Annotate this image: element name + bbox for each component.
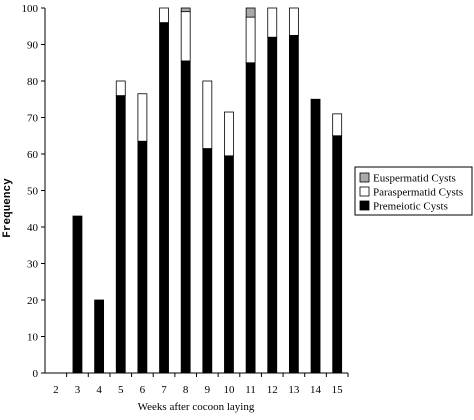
x-axis-title: Weeks after cocoon laying — [138, 401, 255, 413]
x-tick-label: 8 — [183, 384, 189, 396]
y-tick-label: 40 — [27, 222, 39, 234]
y-tick-label: 10 — [27, 332, 39, 344]
bar-segment — [72, 215, 83, 374]
legend-label: Premeiotic Cysts — [373, 201, 448, 213]
x-tick-label: 5 — [118, 384, 124, 396]
bar-segment — [202, 148, 213, 374]
x-tick-label: 3 — [75, 384, 81, 396]
x-tick-label: 2 — [53, 384, 59, 396]
bar-segment — [159, 22, 169, 374]
x-tick-label: 13 — [288, 384, 300, 396]
legend-swatch — [359, 200, 370, 211]
bar-segment — [180, 7, 191, 13]
x-tick-label: 12 — [267, 384, 278, 396]
bar-segment — [180, 60, 191, 374]
y-tick-label: 100 — [22, 3, 39, 15]
x-tick-label: 15 — [332, 384, 344, 396]
y-tick-label: 20 — [27, 295, 39, 307]
bar-segment — [245, 16, 256, 64]
y-tick-label: 70 — [27, 113, 39, 125]
bar-segment — [224, 155, 234, 374]
x-tick-label: 7 — [161, 384, 167, 396]
x-tick-label: 14 — [310, 384, 322, 396]
bar-segment — [245, 62, 256, 374]
bar-segment — [288, 34, 299, 374]
bar-segment — [332, 135, 343, 374]
bar-segment — [267, 36, 278, 374]
y-tick-label: 50 — [27, 186, 39, 198]
bar-segment — [94, 299, 105, 374]
x-tick-label: 9 — [205, 384, 211, 396]
bar-segment — [137, 93, 148, 142]
y-tick-label: 30 — [27, 259, 39, 271]
x-tick-label: 10 — [223, 384, 235, 396]
bar-segment — [115, 95, 126, 374]
y-tick-label: 60 — [27, 149, 39, 161]
bar-segment — [267, 7, 278, 38]
legend-swatch — [359, 172, 370, 183]
bars-group — [72, 7, 343, 374]
legend-box — [354, 166, 473, 216]
bar-segment — [180, 11, 191, 62]
y-tick-label: 80 — [27, 76, 39, 88]
bar-segment — [288, 7, 299, 36]
y-axis-title: Frequency — [2, 178, 14, 238]
y-tick-label: 0 — [33, 368, 39, 380]
x-tick-label: 6 — [140, 384, 146, 396]
y-tick-label: 90 — [27, 40, 39, 52]
bar-segment — [159, 7, 169, 24]
bar-segment — [245, 7, 256, 18]
x-tick-label: 4 — [96, 384, 102, 396]
bar-segment — [310, 98, 321, 374]
legend: Euspermatid Cysts Paraspermatid Cysts Prem… — [354, 166, 473, 216]
bar-segment — [224, 111, 234, 157]
legend-label: Euspermatid Cysts — [373, 173, 456, 185]
legend-label: Paraspermatid Cysts — [373, 187, 463, 199]
axes-group: 0 10 20 30 40 50 60 70 80 90 100 2 3 4 5 6 7 8 9 10 11 12 13 14… — [22, 3, 349, 396]
legend-swatch — [359, 186, 370, 197]
bar-segment — [115, 80, 126, 97]
bar-segment — [202, 80, 213, 149]
bar-segment — [332, 113, 343, 137]
bar-segment — [137, 140, 148, 374]
x-tick-label: 11 — [245, 384, 256, 396]
